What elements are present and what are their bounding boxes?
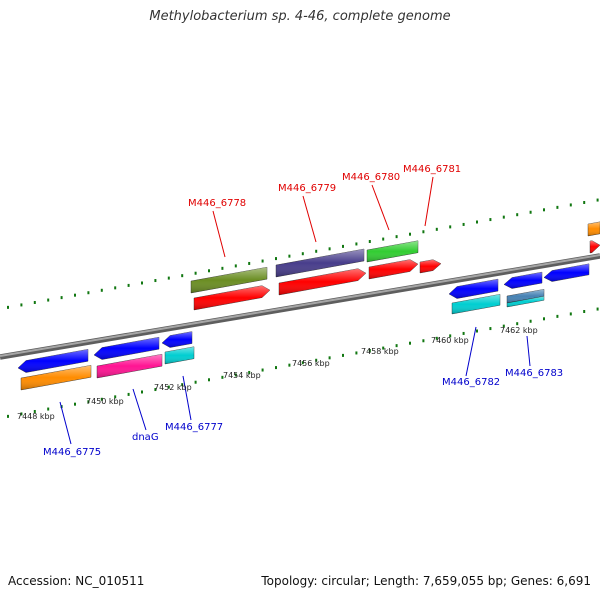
gene-label-m446-6779-leader bbox=[302, 195, 317, 243]
gene-label-m446-6780: M446_6780 bbox=[342, 172, 400, 183]
tick-label-1: 7450 kbp bbox=[86, 397, 124, 406]
gene-features bbox=[17, 221, 600, 391]
gene-label-m446-6779: M446_6779 bbox=[278, 183, 336, 194]
gene-label-m446-6783-leader bbox=[526, 335, 531, 367]
upper-dotted-line bbox=[7, 198, 599, 309]
gene-block-edge-cds bbox=[589, 240, 600, 254]
gene-block-m446-6783-cds bbox=[503, 271, 543, 289]
gene-block-m446-6777-cog bbox=[164, 346, 195, 365]
gene-block-m446-6780-cog bbox=[366, 240, 419, 263]
gene-block-m446-6781-cds bbox=[419, 259, 442, 274]
gene-label-m446-6782: M446_6782 bbox=[442, 377, 500, 388]
gene-block-dnag-cog bbox=[96, 353, 163, 379]
accession-text: Accession: NC_010511 bbox=[8, 574, 145, 588]
gene-label-dnag-leader bbox=[132, 388, 147, 431]
tick-label-3: 7454 kbp bbox=[223, 371, 261, 380]
gene-block-m446-6777-cds bbox=[161, 331, 193, 348]
gene-label-dnag: dnaG bbox=[132, 432, 159, 443]
gene-block-m446-6784-cds bbox=[543, 263, 590, 282]
gene-label-m446-6778: M446_6778 bbox=[188, 198, 246, 209]
genome-summary-text: Topology: circular; Length: 7,659,055 bp… bbox=[261, 574, 591, 588]
tick-label-5: 7458 kbp bbox=[361, 347, 399, 356]
gene-label-m446-6775-leader bbox=[59, 401, 72, 445]
gene-label-m446-6778-leader bbox=[212, 210, 226, 258]
gene-block-m446-6782-cog bbox=[451, 294, 501, 315]
gene-block-m446-6775-cds bbox=[17, 349, 89, 373]
gene-label-m446-6777: M446_6777 bbox=[165, 422, 223, 433]
tick-label-2: 7452 kbp bbox=[154, 383, 192, 392]
position-tick-labels: 7448 kbp 7450 kbp 7452 kbp 7454 kbp 7456 kbp… bbox=[17, 326, 538, 421]
gene-label-m446-6780-leader bbox=[371, 184, 390, 231]
label-leader-lines bbox=[59, 176, 531, 445]
gene-label-m446-6783: M446_6783 bbox=[505, 368, 563, 379]
dotted-guide-lines bbox=[7, 198, 599, 418]
gene-block-edge-cog bbox=[587, 221, 600, 237]
gene-block-m446-6778-cog bbox=[190, 266, 268, 294]
gene-block-m446-6779-cog bbox=[275, 248, 365, 278]
tick-label-4: 7456 kbp bbox=[292, 359, 330, 368]
gene-label-m446-6775: M446_6775 bbox=[43, 447, 101, 458]
gene-block-dnag-cds bbox=[93, 336, 160, 360]
gene-label-m446-6781-leader bbox=[424, 176, 434, 227]
backbone-highlight bbox=[0, 254, 600, 357]
genome-title: Methylobacterium sp. 4-46, complete geno… bbox=[149, 9, 451, 24]
gene-block-m446-6775-cog bbox=[20, 365, 92, 391]
gene-block-m446-6780-cds bbox=[368, 259, 419, 280]
tick-label-0: 7448 kbp bbox=[17, 412, 55, 421]
gene-block-m446-6779-cds bbox=[278, 268, 367, 296]
tick-label-7: 7462 kbp bbox=[500, 326, 538, 335]
gene-label-m446-6777-leader bbox=[182, 375, 192, 421]
gene-label-m446-6782-leader bbox=[465, 326, 477, 377]
genome-backbone bbox=[0, 253, 600, 360]
tick-label-6: 7460 kbp bbox=[431, 336, 469, 345]
gene-block-m446-6782-cds bbox=[448, 278, 499, 299]
gene-label-m446-6781: M446_6781 bbox=[403, 164, 461, 175]
gene-block-m446-6783-cog2 bbox=[506, 296, 545, 308]
gene-block-m446-6778-cds bbox=[193, 285, 271, 311]
